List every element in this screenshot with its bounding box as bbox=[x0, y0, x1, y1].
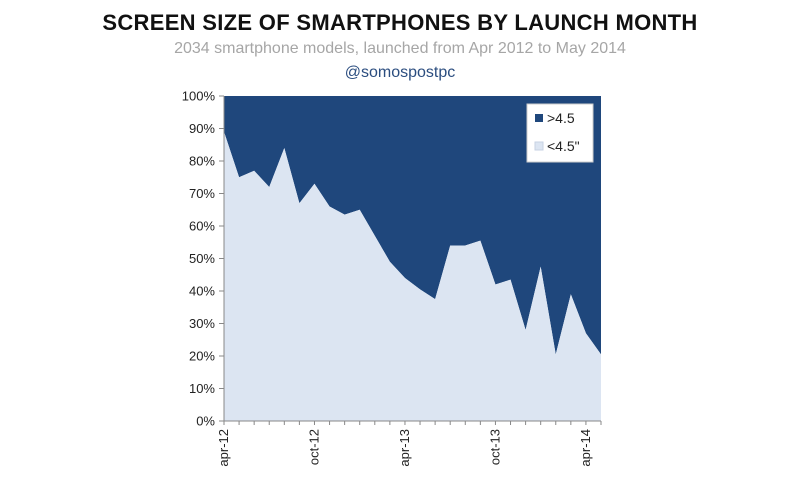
y-tick-label: 70% bbox=[189, 186, 215, 201]
x-tick-label: apr-14 bbox=[578, 429, 593, 467]
y-tick-label: 90% bbox=[189, 121, 215, 136]
legend-swatch bbox=[535, 114, 543, 122]
y-tick-label: 20% bbox=[189, 349, 215, 364]
y-tick-label: 100% bbox=[182, 89, 216, 104]
x-tick-label: oct-13 bbox=[487, 429, 502, 465]
y-tick-label: 30% bbox=[189, 316, 215, 331]
x-tick-label: oct-12 bbox=[306, 429, 321, 465]
author-handle: @somospostpc bbox=[344, 64, 456, 81]
y-tick-label: 0% bbox=[196, 414, 215, 429]
x-tick-label: apr-13 bbox=[397, 429, 412, 467]
y-tick-label: 80% bbox=[189, 154, 215, 169]
chart-title: SCREEN SIZE OF SMARTPHONES BY LAUNCH MON… bbox=[102, 10, 698, 35]
legend-label: <4.5" bbox=[547, 138, 580, 154]
chart-subtitle: 2034 smartphone models, launched from Ap… bbox=[174, 40, 626, 57]
legend-box bbox=[526, 103, 594, 163]
series-area-small-screen bbox=[224, 131, 601, 421]
y-tick-label: 50% bbox=[189, 251, 215, 266]
legend-swatch bbox=[534, 141, 544, 151]
y-tick-label: 40% bbox=[189, 284, 215, 299]
legend-label: >4.5 bbox=[547, 110, 575, 126]
y-tick-label: 10% bbox=[189, 381, 215, 396]
x-tick-label: apr-12 bbox=[216, 429, 231, 467]
y-tick-label: 60% bbox=[189, 219, 215, 234]
series-area-large-screen bbox=[224, 96, 601, 355]
